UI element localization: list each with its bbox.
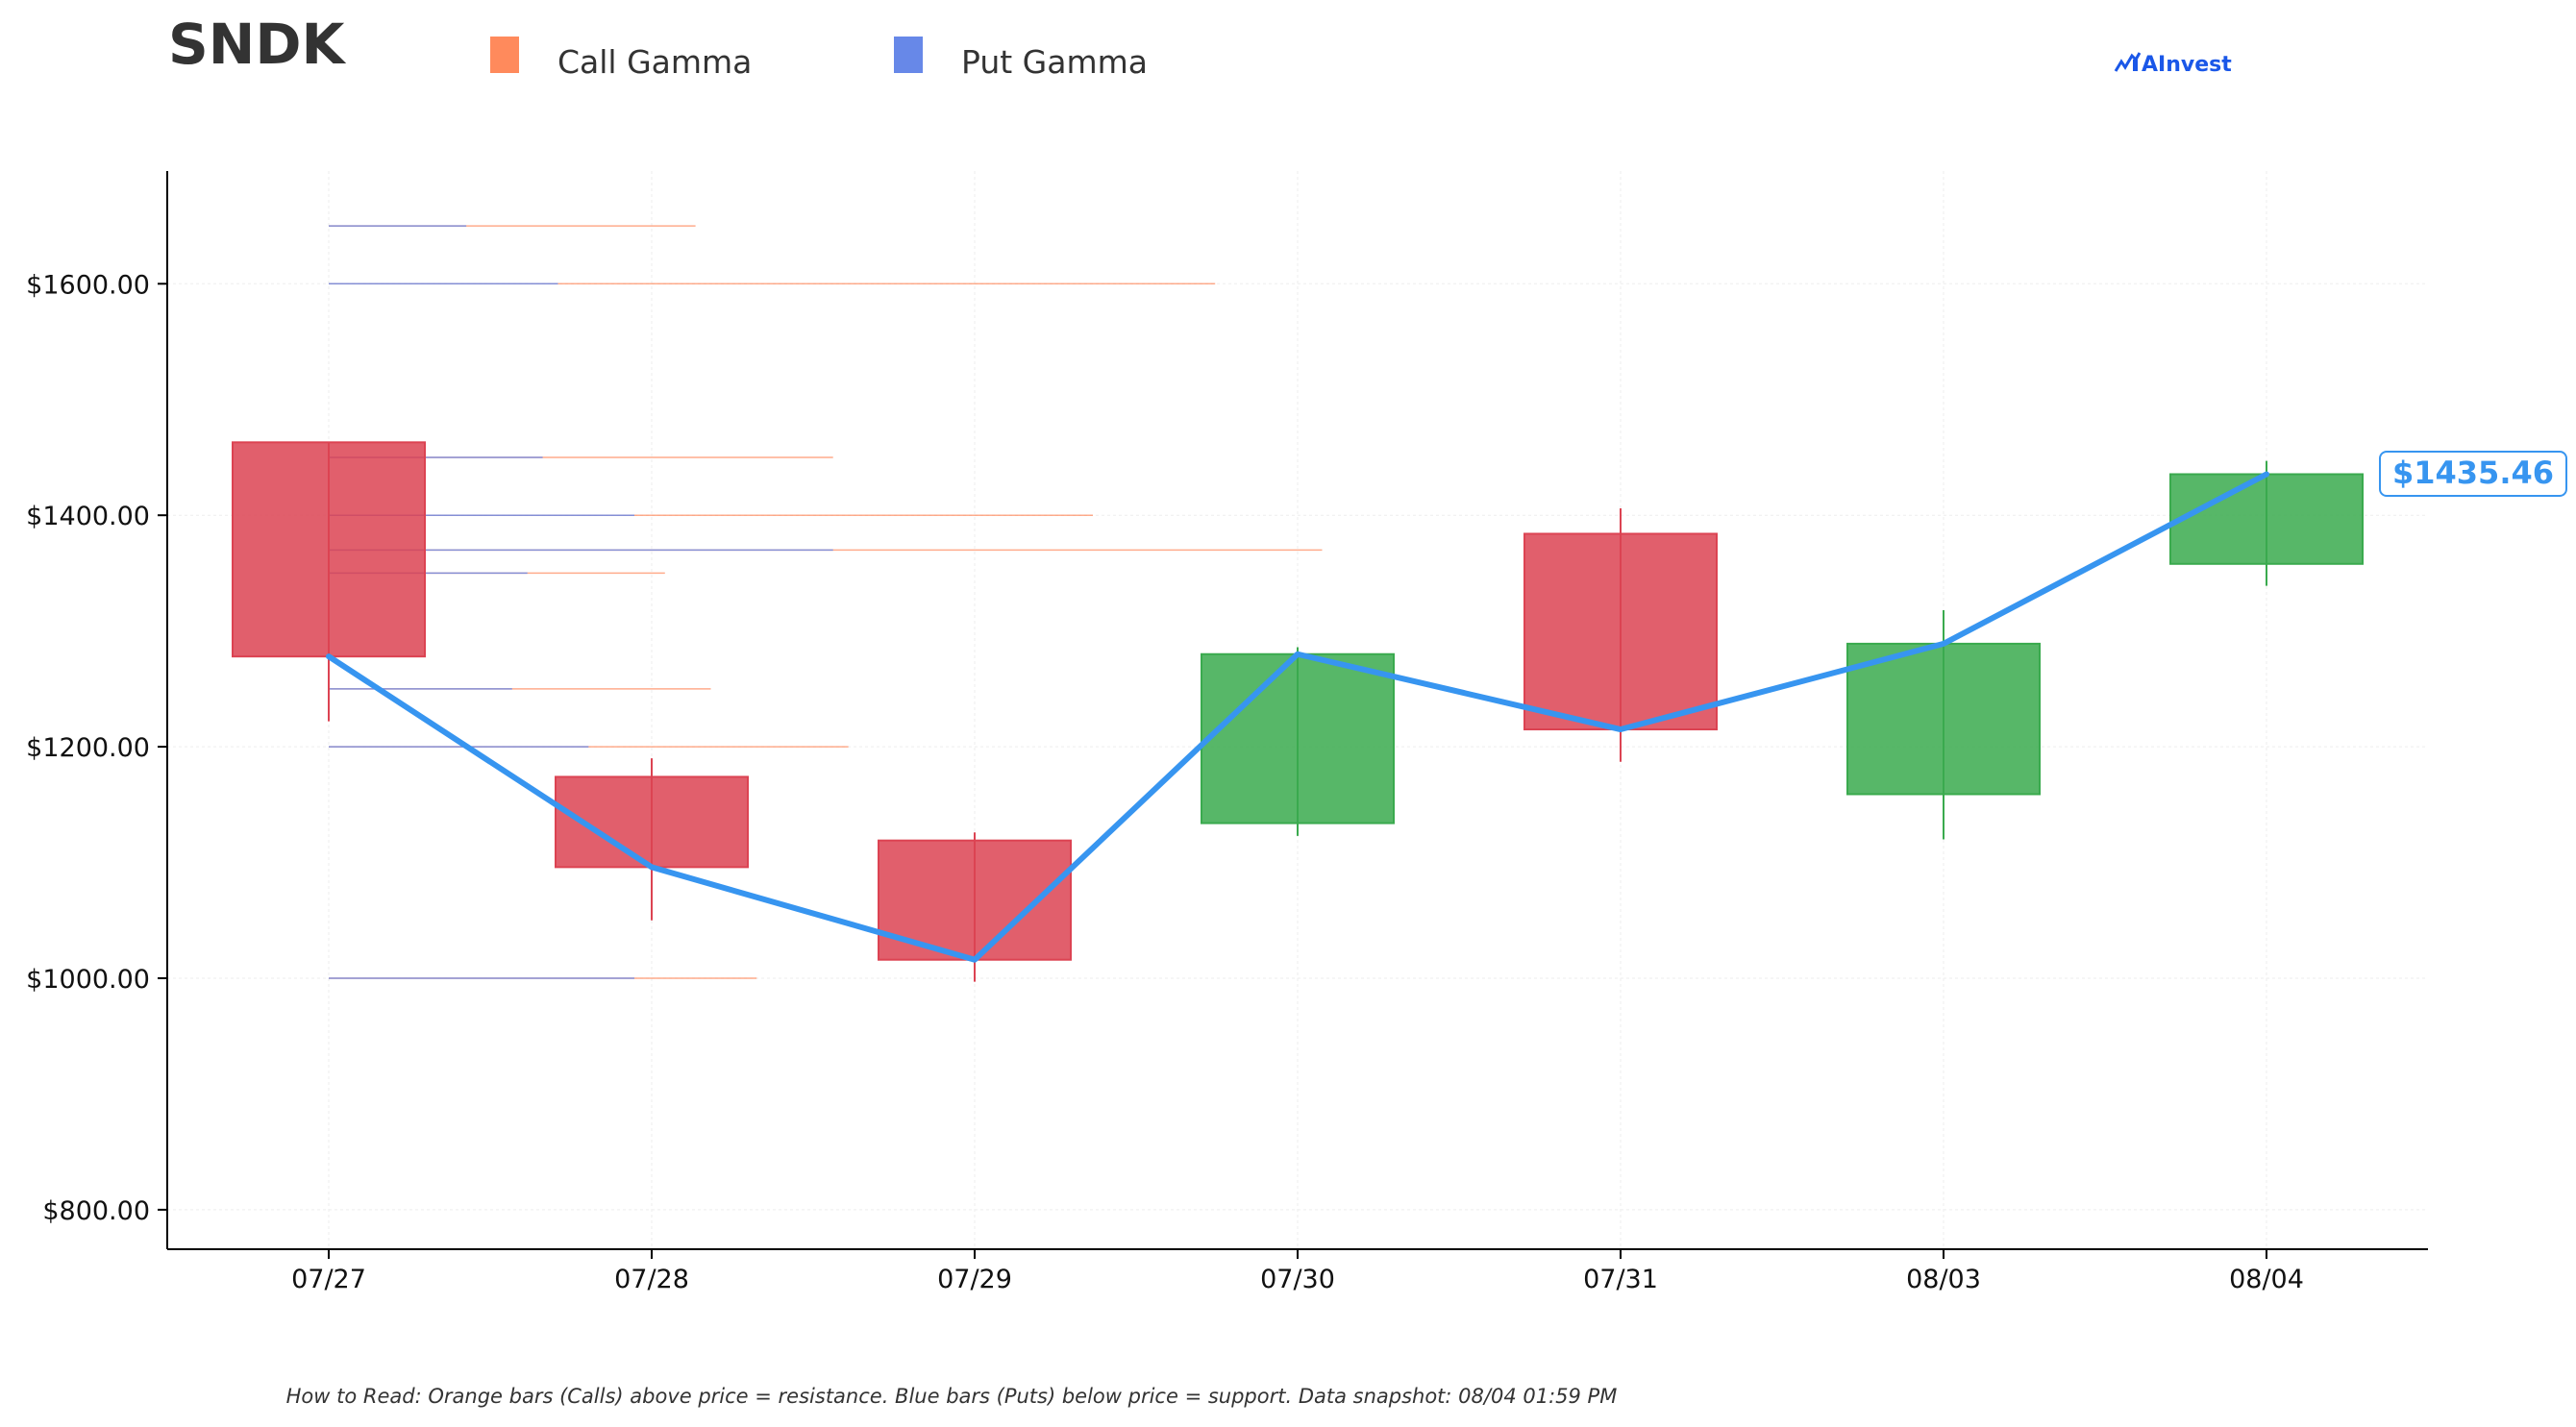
x-tick-label: 07/27 — [291, 1265, 366, 1294]
x-tick-label: 08/03 — [1906, 1265, 1981, 1294]
legend-swatch-put — [894, 37, 923, 73]
legend: Call Gamma Put Gamma — [490, 37, 1148, 81]
price-line-layer — [326, 471, 2269, 963]
y-tick-label: $1400.00 — [26, 502, 150, 531]
legend-swatch-call — [490, 37, 519, 73]
x-tick-label: 08/04 — [2229, 1265, 2304, 1294]
y-tick-label: $1200.00 — [26, 733, 150, 763]
current-price-label: $1435.46 — [2392, 455, 2554, 491]
brand-name: AInvest — [2142, 53, 2232, 77]
footnote: How to Read: Orange bars (Calls) above p… — [286, 1385, 1618, 1408]
x-tick-label: 07/30 — [1260, 1265, 1335, 1294]
y-tick-label: $1600.00 — [26, 270, 150, 300]
brand-logo: AInvest — [2114, 52, 2232, 77]
x-tick-label: 07/31 — [1583, 1265, 1658, 1294]
current-price-box — [2379, 451, 2567, 497]
x-tick-label: 07/28 — [614, 1265, 689, 1294]
y-ticks: $800.00 $1000.00 $1200.00 $1400.00 $1600.00 — [26, 270, 167, 1226]
brand-chart-icon — [2114, 52, 2142, 72]
gamma-bars — [329, 225, 1323, 979]
current-price-tag: $1435.46 — [2379, 451, 2567, 497]
y-tick-label: $1000.00 — [26, 965, 150, 995]
candles — [232, 441, 2364, 982]
legend-label-put: Put Gamma — [961, 43, 1148, 81]
brand-bar-icon — [2133, 60, 2138, 71]
y-tick-label: $800.00 — [42, 1196, 150, 1226]
legend-label-call: Call Gamma — [557, 43, 752, 81]
x-tick-label: 07/29 — [937, 1265, 1012, 1294]
ticker-title: SNDK — [168, 12, 346, 77]
price-line — [326, 471, 2269, 963]
x-ticks: 07/27 07/28 07/29 07/30 07/31 08/03 08/04 — [291, 1249, 2304, 1294]
